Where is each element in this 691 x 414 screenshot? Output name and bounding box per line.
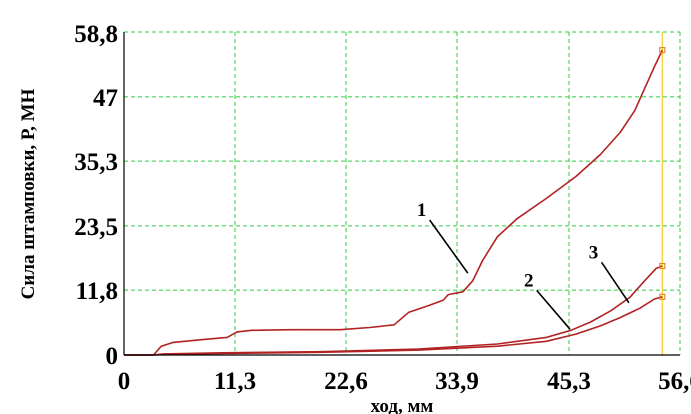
x-tick-label: 45,3: [547, 368, 591, 395]
y-tick-label: 47: [93, 85, 118, 112]
x-tick-label: 0: [118, 368, 131, 395]
series-end-marker-2: [659, 262, 666, 270]
x-tick-label: 22,6: [324, 368, 368, 395]
curve-label-2: 2: [524, 270, 534, 291]
series-end-marker-1: [659, 47, 666, 54]
curve-label-3: 3: [589, 242, 599, 263]
curve-labels: 1 2 3: [417, 200, 630, 330]
x-axis-label: ход, мм: [371, 396, 434, 414]
series-end-marker-3: [659, 293, 666, 300]
series-line-3: [124, 296, 663, 356]
y-tick-label: 0: [106, 343, 119, 370]
curve-label-1: 1: [417, 200, 427, 221]
curve-label-leader-2: [536, 289, 571, 330]
y-tick-labels: 0 11,8 23,5 35,3 47 58,8: [74, 21, 118, 370]
curve-label-leader-1: [428, 219, 469, 274]
y-tick-label: 58,8: [74, 21, 118, 48]
series-line-1: [124, 49, 664, 356]
x-tick-label: 56,6: [658, 368, 691, 395]
x-tick-label: 33,9: [435, 368, 479, 395]
y-tick-label: 11,8: [76, 278, 118, 305]
axes: [123, 32, 680, 356]
y-tick-label: 23,5: [74, 214, 118, 241]
y-axis-label: Сила штамповки, Р, МН: [18, 88, 39, 299]
curve-label-leader-3: [600, 261, 630, 304]
x-tick-label: 11,3: [214, 368, 256, 395]
grid: [124, 31, 681, 355]
y-tick-label: 35,3: [74, 149, 118, 176]
plot-area: [124, 32, 680, 355]
series-lines: [124, 47, 666, 356]
x-tick-labels: 0 11,3 22,6 33,9 45,3 56,6: [118, 368, 691, 395]
